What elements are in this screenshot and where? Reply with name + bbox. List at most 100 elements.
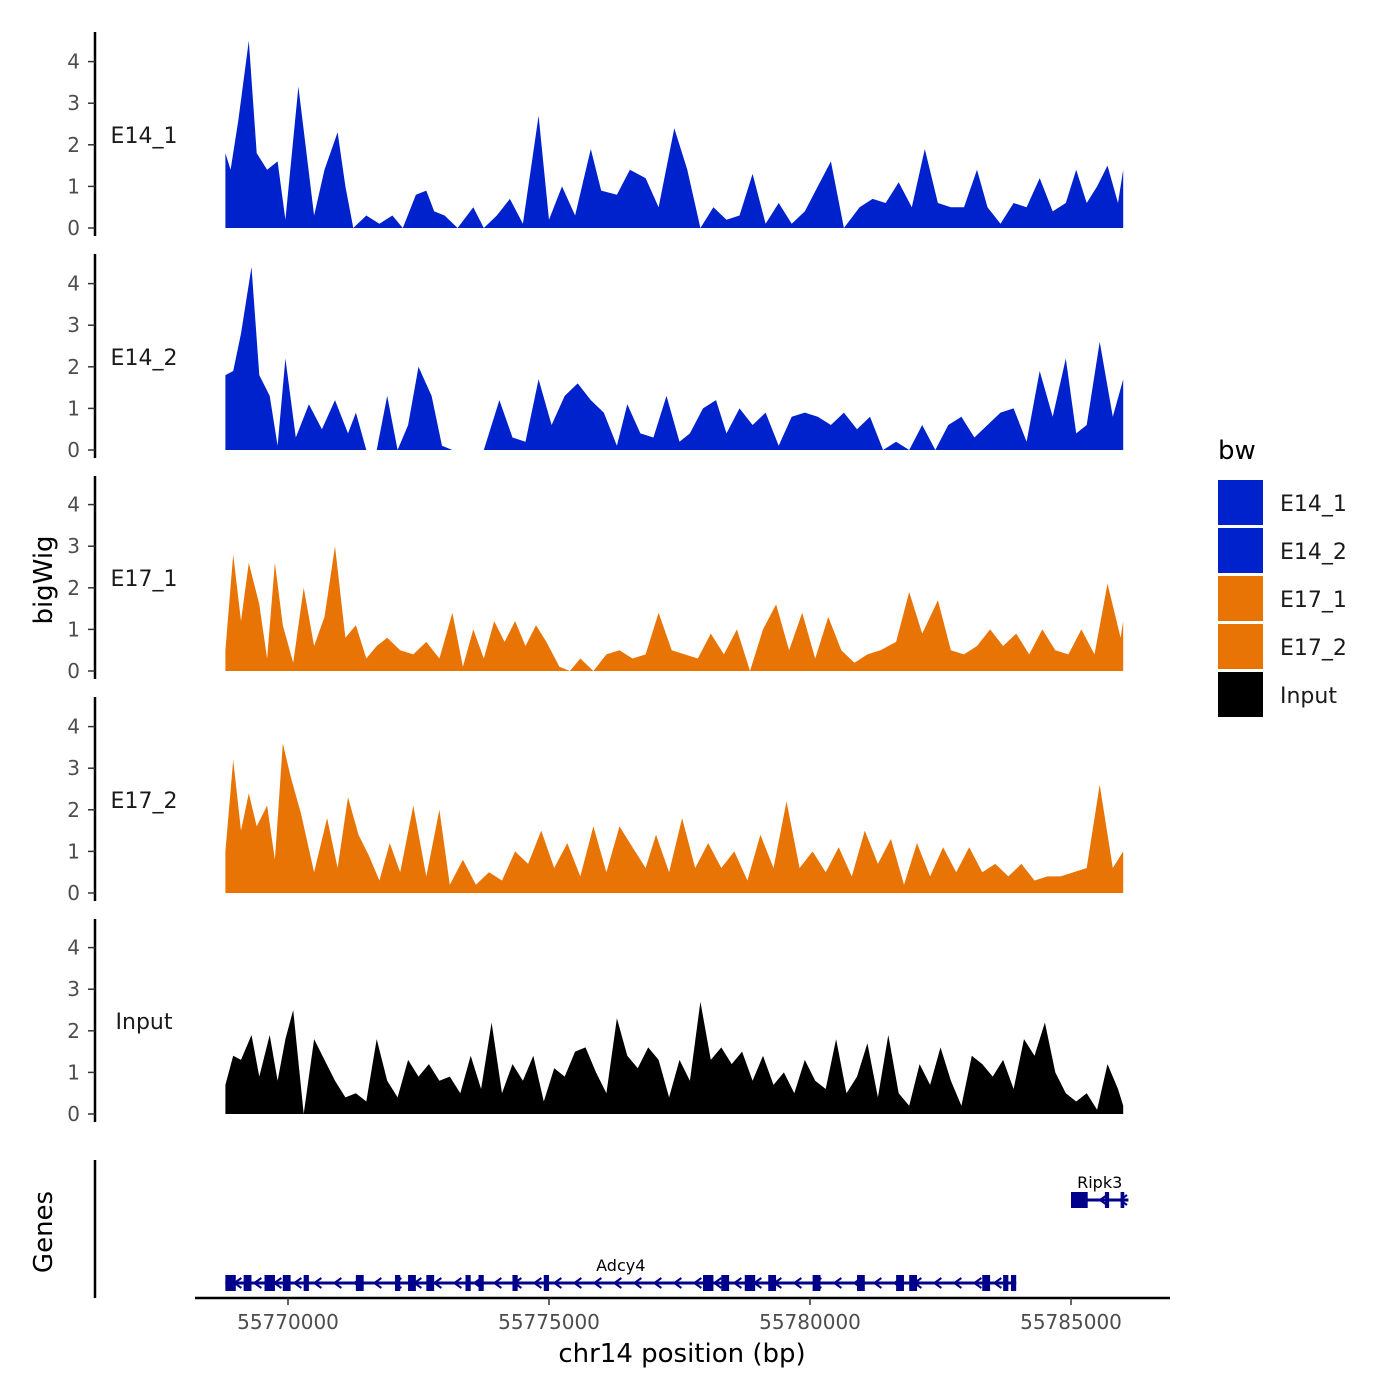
legend-label-E14_1: E14_1 [1280,492,1347,517]
track-E17_1: 0 1 2 3 4 E17_1 [67,476,1124,683]
y-tick-label: 3 [67,534,80,558]
gene-label: Adcy4 [596,1256,645,1275]
x-tick-label: 55775000 [498,1310,600,1334]
track-label: E14_2 [111,346,178,371]
exon-block [243,1275,252,1291]
strand-arrow-icon [592,1277,602,1289]
strand-arrow-icon [832,1277,842,1289]
strand-arrow-icon [312,1277,322,1289]
legend-label-E17_1: E17_1 [1280,588,1347,613]
exon-block [1010,1275,1017,1291]
legend: bw E14_1 E14_2 E17_1 E17_2 Input [1218,436,1347,717]
x-axis-title: chr14 position (bp) [558,1339,805,1369]
x-tick-label: 55785000 [1020,1310,1122,1334]
x-tick-label: 55770000 [237,1310,339,1334]
track-label: Input [116,1010,173,1035]
x-tick-label: 55780000 [759,1310,861,1334]
strand-arrow-icon [612,1277,622,1289]
strand-arrow-icon [1118,1194,1128,1206]
bigwig-tracks: 0 1 2 3 4 E14_1 0 1 2 3 4 E14_2 0 1 2 3 4 E17_1 0 1 2 3 4 E17_2… [67,32,1124,1126]
strand-arrow-icon [1098,1194,1108,1206]
track-area-Input [225,1001,1124,1114]
y-tick-label: 1 [67,396,80,420]
strand-arrow-icon [872,1277,882,1289]
exon-block [982,1275,991,1291]
y-tick-label: 2 [67,576,80,600]
exon-block [408,1275,416,1291]
strand-arrow-icon [572,1277,582,1289]
legend-swatch-E14_1 [1218,480,1263,525]
exon-block [512,1275,518,1291]
y-tick-label: 0 [67,1102,80,1126]
exon-block [812,1275,821,1291]
y-tick-label: 3 [67,756,80,780]
strand-arrow-icon [932,1277,942,1289]
y-tick-label: 4 [67,715,80,739]
track-E17_2: 0 1 2 3 4 E17_2 [67,697,1124,905]
strand-arrow-icon [452,1277,462,1289]
exon-block [896,1275,904,1291]
strand-arrow-icon [652,1277,662,1289]
exon-block [1120,1192,1125,1208]
strand-arrow-icon [332,1277,342,1289]
strand-arrow-icon [712,1277,722,1289]
exon-block [702,1275,714,1291]
exon-block [909,1275,918,1291]
strand-arrow-icon [972,1277,982,1289]
gene-label: Ripk3 [1077,1173,1122,1192]
y-tick-label: 2 [67,798,80,822]
track-area-E17_2 [225,743,1124,893]
strand-arrow-icon [732,1277,742,1289]
y-tick-label: 1 [67,1060,80,1084]
strand-arrow-icon [672,1277,682,1289]
track-label: E17_1 [111,567,178,592]
y-tick-label: 4 [67,493,80,517]
legend-swatch-E17_2 [1218,624,1263,669]
y-tick-label: 3 [67,313,80,337]
strand-arrow-icon [952,1277,962,1289]
legend-label-E17_2: E17_2 [1280,636,1347,661]
strand-arrow-icon [632,1277,642,1289]
y-tick-label: 0 [67,881,80,905]
exon-block [395,1275,401,1291]
legend-swatch-Input [1218,672,1263,717]
track-area-E17_1 [225,546,1124,671]
exon-block [543,1275,549,1291]
strand-arrow-icon [552,1277,562,1289]
x-axis: 55770000 55775000 55780000 55785000 [195,1296,1170,1334]
y-tick-label: 2 [67,1019,80,1043]
y-axis-title: bigWig [29,535,59,624]
legend-title: bw [1218,436,1256,466]
exon-block [1003,1275,1009,1291]
genes-panel: Ripk3 Adcy4 [93,1160,1129,1298]
strand-arrow-icon [992,1277,1002,1289]
gene-Adcy4: Adcy4 [225,1256,1017,1291]
exon-block [225,1275,236,1291]
y-tick-label: 0 [67,438,80,462]
strand-arrow-icon [252,1277,262,1289]
y-tick-label: 0 [67,216,80,240]
gene-Ripk3: Ripk3 [1071,1173,1129,1208]
strand-arrow-icon [292,1277,302,1289]
exon-block [264,1275,275,1291]
strand-arrow-icon [792,1277,802,1289]
track-Input: 0 1 2 3 4 Input [67,919,1124,1126]
y-tick-label: 2 [67,355,80,379]
exon-block [355,1275,364,1291]
exon-block [768,1275,777,1291]
y-tick-label: 1 [67,839,80,863]
y-tick-label: 2 [67,133,80,157]
y-tick-label: 1 [67,174,80,198]
exon-block [303,1275,309,1291]
y-tick-label: 4 [67,272,80,296]
y-tick-label: 3 [67,91,80,115]
genes-axis-title: Genes [29,1191,59,1273]
track-E14_1: 0 1 2 3 4 E14_1 [67,32,1124,240]
exon-block [744,1275,756,1291]
strand-arrow-icon [492,1277,502,1289]
y-tick-label: 4 [67,50,80,74]
legend-swatch-E14_2 [1218,528,1263,573]
exon-block [465,1275,471,1291]
strand-arrow-icon [692,1277,702,1289]
